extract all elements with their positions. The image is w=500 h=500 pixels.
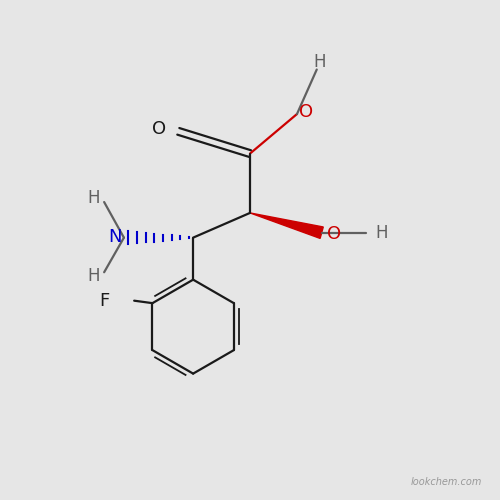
Text: H: H — [313, 53, 326, 71]
Text: N: N — [108, 228, 122, 246]
Polygon shape — [250, 213, 324, 238]
Text: O: O — [300, 102, 314, 120]
Text: H: H — [88, 267, 100, 285]
Text: H: H — [88, 189, 100, 207]
Text: lookchem.com: lookchem.com — [411, 478, 482, 488]
Text: H: H — [375, 224, 388, 242]
Text: O: O — [326, 225, 341, 243]
Text: F: F — [99, 292, 110, 310]
Text: O: O — [152, 120, 166, 138]
